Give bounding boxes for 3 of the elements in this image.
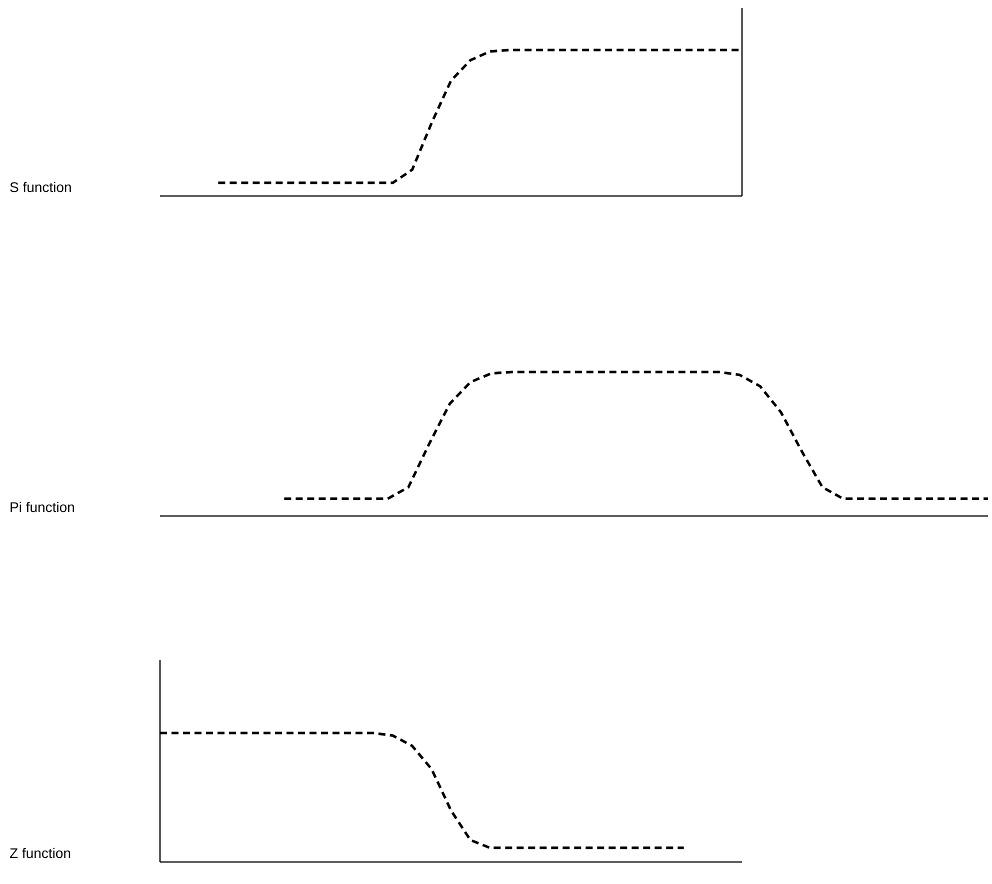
y-axis-title: Z function [10,848,70,858]
y-axis-title: S function [10,182,71,192]
y-axis-title: Pi function [10,502,74,512]
